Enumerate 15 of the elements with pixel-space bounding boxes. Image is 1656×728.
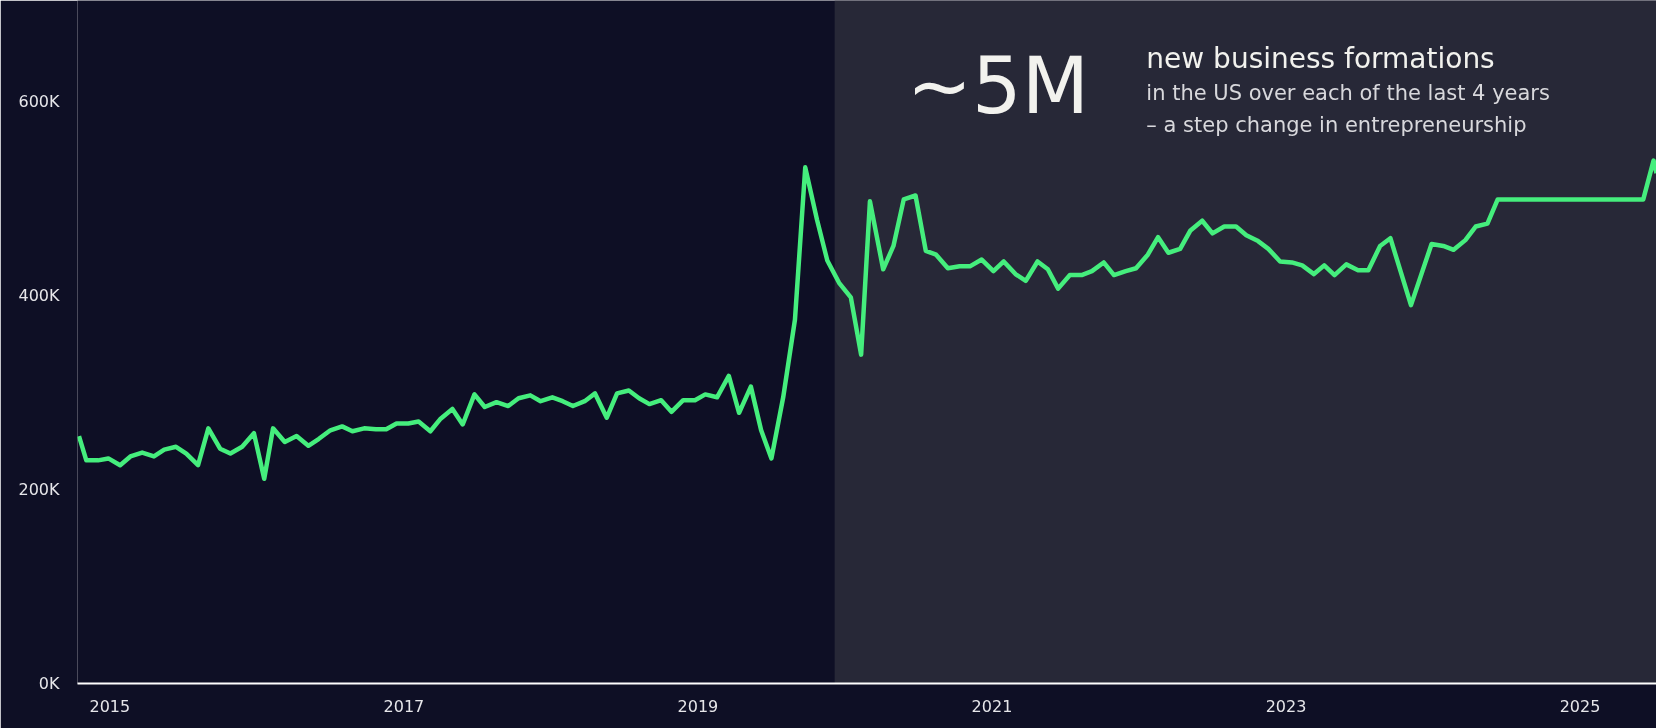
- y-tick-label: 400K: [18, 285, 61, 305]
- y-tick-label: 0K: [38, 674, 61, 693]
- annotation: in the US over each of the last 4 years: [1146, 81, 1550, 106]
- annotation: – a step change in entrepreneurship: [1146, 113, 1527, 138]
- x-tick-label: 2023: [1265, 696, 1307, 716]
- line-series: [77, 158, 1656, 482]
- annotation: ~5M: [906, 40, 1089, 131]
- x-tick-label: 2021: [971, 696, 1013, 716]
- x-tick-label: 2017: [383, 696, 425, 716]
- y-tick-label: 200K: [18, 479, 61, 499]
- x-tick-label: 2019: [677, 696, 719, 716]
- y-tick-label: 600K: [18, 91, 61, 111]
- x-tick-label: 2025: [1559, 696, 1601, 716]
- annotation: new business formations: [1146, 42, 1495, 76]
- x-tick-label: 2015: [89, 696, 131, 716]
